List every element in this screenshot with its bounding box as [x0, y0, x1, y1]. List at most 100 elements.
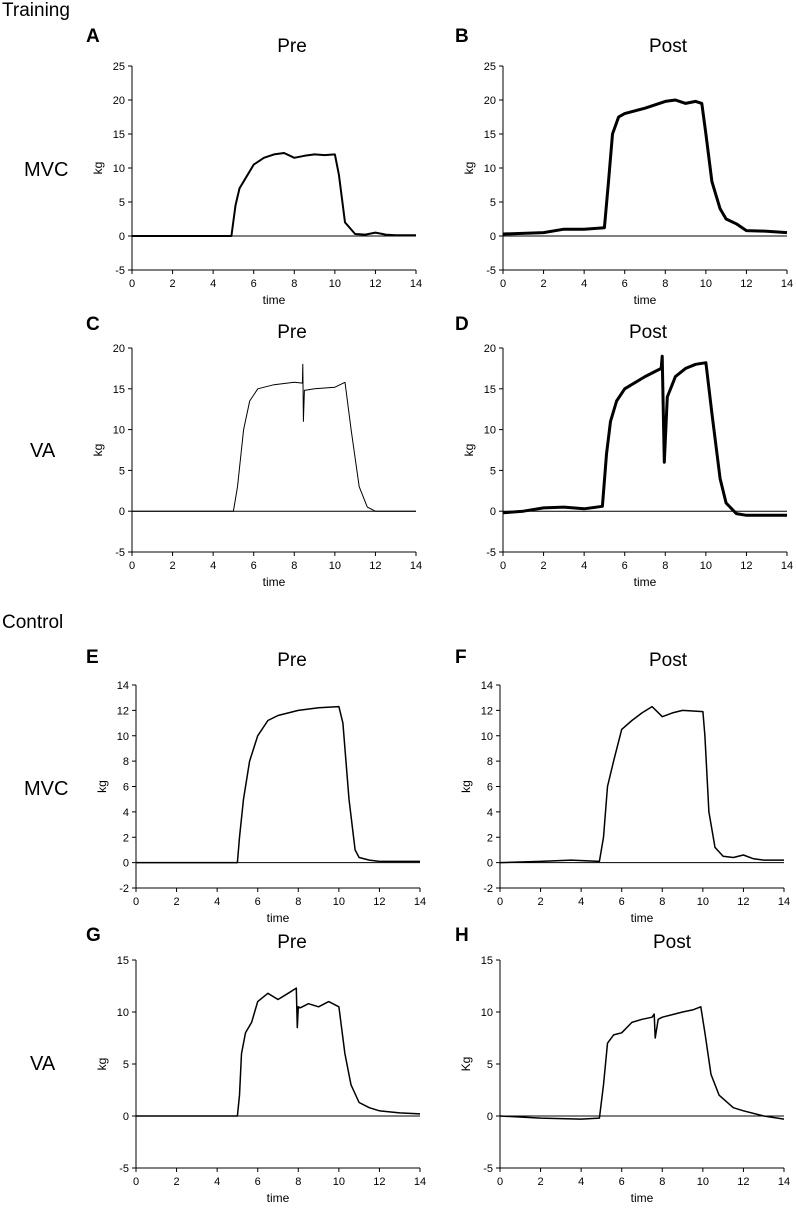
y-tick-label: 14	[481, 680, 493, 692]
y-tick-label: 10	[113, 163, 125, 175]
y-tick-label: 5	[490, 197, 496, 209]
y-tick-label: 0	[490, 506, 496, 518]
row-label-va-training: VA	[30, 440, 56, 462]
x-tick-label: 0	[133, 1176, 139, 1188]
y-tick-label: 25	[113, 61, 125, 73]
y-tick-label: 5	[119, 465, 125, 477]
x-tick-label: 6	[622, 560, 628, 572]
y-tick-label: -5	[115, 265, 125, 277]
x-tick-label: 8	[662, 278, 668, 290]
y-tick-label: 10	[481, 731, 493, 743]
x-tick-label: 10	[697, 896, 709, 908]
x-axis-label: time	[263, 575, 286, 589]
y-tick-label: 0	[119, 231, 125, 243]
y-axis-label: kg	[95, 780, 109, 793]
x-tick-label: 0	[497, 896, 503, 908]
y-tick-label: 8	[487, 756, 493, 768]
y-tick-label: -5	[486, 547, 496, 559]
x-tick-label: 2	[541, 560, 547, 572]
panel-title: Post	[649, 36, 688, 57]
y-tick-label: 0	[487, 858, 493, 870]
x-tick-label: 10	[329, 278, 341, 290]
x-tick-label: 4	[581, 560, 587, 572]
x-tick-label: 6	[619, 1176, 625, 1188]
y-tick-label: 10	[484, 425, 496, 437]
x-tick-label: 2	[541, 278, 547, 290]
x-tick-label: 8	[659, 1176, 665, 1188]
series-line-force	[132, 152, 416, 237]
x-tick-label: 0	[129, 278, 135, 290]
y-axis-label: kg	[459, 780, 473, 793]
x-tick-label: 12	[369, 278, 381, 290]
x-tick-label: 0	[500, 278, 506, 290]
x-tick-label: 6	[255, 1176, 261, 1188]
y-tick-label: 2	[487, 832, 493, 844]
panel-title: Pre	[277, 650, 307, 671]
x-tick-label: 4	[578, 1176, 584, 1188]
x-tick-label: 2	[170, 560, 176, 572]
series-line-force	[132, 363, 416, 512]
x-tick-label: 6	[622, 278, 628, 290]
x-tick-label: 4	[581, 278, 587, 290]
y-tick-label: -2	[483, 883, 493, 895]
series-line-force	[499, 705, 784, 864]
x-tick-label: 6	[251, 278, 257, 290]
y-tick-label: 4	[487, 807, 493, 819]
x-tick-label: 4	[210, 278, 216, 290]
chart-panel-h: H Post -5 0 5 10 15 0 2 4 6 8 10 12 14 time Kg	[455, 925, 790, 1205]
y-tick-label: 15	[113, 384, 125, 396]
y-tick-label: 20	[113, 95, 125, 107]
group-label-control: Control	[2, 612, 64, 633]
y-tick-label: -5	[119, 1163, 129, 1175]
row-label-va-control: VA	[30, 1053, 56, 1075]
x-tick-label: 10	[700, 278, 712, 290]
x-axis-label: time	[634, 293, 657, 307]
panel-letter: H	[455, 925, 469, 946]
x-axis-label: time	[634, 575, 657, 589]
y-tick-label: 6	[123, 782, 129, 794]
y-tick-label: 5	[490, 465, 496, 477]
y-tick-label: 25	[484, 61, 496, 73]
y-tick-label: 5	[119, 197, 125, 209]
x-axis-label: time	[267, 911, 290, 925]
y-tick-label: -5	[486, 265, 496, 277]
y-tick-label: 10	[117, 1007, 129, 1019]
x-tick-label: 6	[619, 896, 625, 908]
y-tick-label: 6	[487, 782, 493, 794]
y-tick-label: -5	[483, 1163, 493, 1175]
y-tick-label: 20	[484, 95, 496, 107]
x-tick-label: 14	[410, 560, 422, 572]
x-tick-label: 10	[700, 560, 712, 572]
x-tick-label: 4	[578, 896, 584, 908]
panel-letter: C	[86, 314, 100, 335]
x-tick-label: 12	[740, 278, 752, 290]
chart-panel-e: E Pre -2 0 2 4 6 8 10 12 14 0 2 4 6 8 10 12 14 time kg	[86, 647, 426, 925]
x-tick-label: 10	[329, 560, 341, 572]
y-axis-label: kg	[95, 1058, 109, 1071]
series-line-force	[502, 354, 787, 517]
y-axis-label: kg	[462, 444, 476, 457]
panel-title: Post	[649, 650, 688, 671]
y-tick-label: 12	[481, 705, 493, 717]
panel-letter: D	[455, 314, 469, 335]
panel-title: Pre	[277, 932, 307, 953]
y-tick-label: 2	[123, 832, 129, 844]
y-tick-label: 0	[490, 231, 496, 243]
x-tick-label: 0	[133, 896, 139, 908]
panel-title: Pre	[277, 322, 307, 343]
x-tick-label: 8	[291, 560, 297, 572]
y-tick-label: 0	[123, 1111, 129, 1123]
row-label-mvc-control: MVC	[24, 778, 69, 800]
chart-panel-d: D Post -5 0 5 10 15 20 0 2 4 6 8 10 12 14 time kg	[455, 314, 793, 589]
y-axis-label: Kg	[459, 1057, 473, 1072]
panel-title: Pre	[277, 36, 307, 57]
panel-letter: B	[455, 26, 469, 47]
x-tick-label: 14	[414, 896, 426, 908]
x-tick-label: 4	[214, 1176, 220, 1188]
chart-panel-b: B Post -5 0 5 10 15 20 25 0 2 4 6 8 10 12 14 time kg	[455, 26, 793, 307]
y-axis-label: kg	[91, 162, 105, 175]
y-tick-label: 15	[481, 955, 493, 967]
x-tick-label: 8	[291, 278, 297, 290]
y-tick-label: 5	[123, 1059, 129, 1071]
